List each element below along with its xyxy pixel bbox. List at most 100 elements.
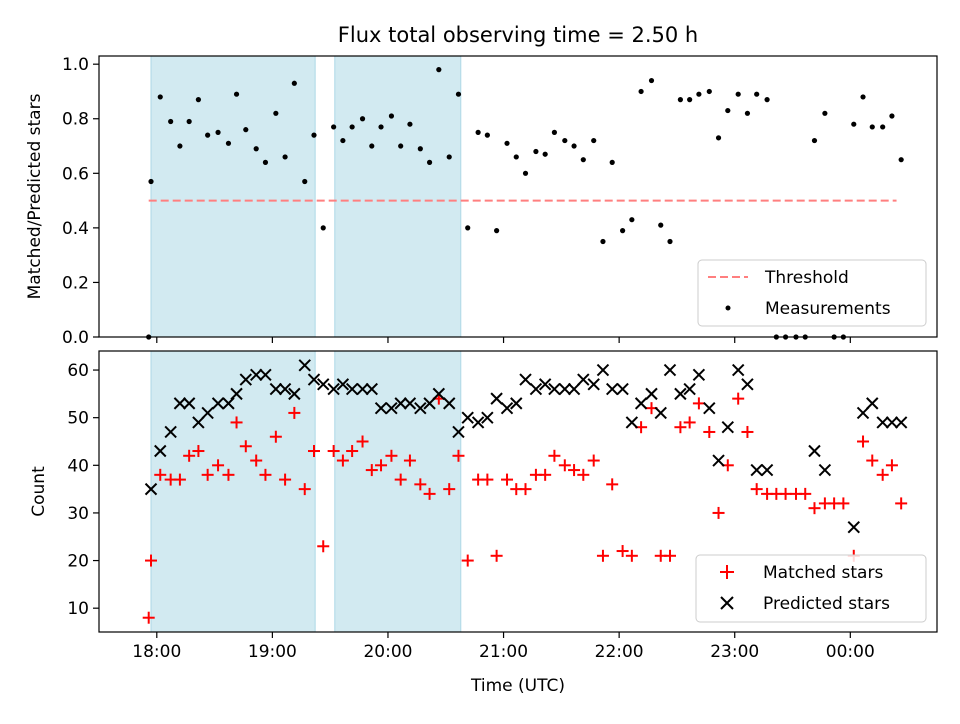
legend-predicted-swatch bbox=[720, 596, 734, 610]
predicted-star-marker bbox=[866, 397, 879, 410]
matched-star-marker bbox=[519, 483, 532, 496]
bottom-panel: 10 20 30 40 50 60 18:00 19:00 20:00 21:00 22:00 23… bbox=[29, 350, 938, 696]
measurement-point bbox=[465, 225, 471, 231]
measurement-point bbox=[677, 97, 683, 103]
top-legend-box bbox=[697, 259, 927, 327]
matched-star-marker bbox=[741, 425, 754, 438]
predicted-star-marker bbox=[634, 397, 648, 410]
predicted-star-marker bbox=[365, 382, 378, 396]
predicted-star-marker bbox=[750, 463, 763, 477]
measurement-point bbox=[320, 225, 326, 231]
matched-star-marker bbox=[192, 445, 205, 458]
matched-star-marker bbox=[558, 459, 571, 472]
measurement-point bbox=[869, 124, 875, 130]
predicted-star-marker bbox=[616, 382, 629, 396]
matched-star-marker bbox=[490, 549, 503, 562]
predicted-star-marker bbox=[345, 382, 359, 396]
top-shaded-regions bbox=[150, 55, 462, 338]
matched-star-marker bbox=[423, 487, 436, 500]
predicted-star-marker bbox=[818, 463, 832, 477]
predicted-star-marker bbox=[432, 387, 446, 401]
measurement-point bbox=[522, 170, 529, 176]
matched-star-marker bbox=[568, 464, 581, 477]
measurement-point bbox=[311, 132, 317, 138]
matched-star-marker bbox=[577, 468, 590, 481]
bottom-y-tick-label: 20 bbox=[67, 552, 89, 572]
x-axis-label: Time (UTC) bbox=[470, 676, 565, 696]
predicted-star-marker bbox=[385, 401, 398, 415]
bottom-y-tick-label: 40 bbox=[67, 456, 89, 476]
predicted-star-marker bbox=[712, 454, 725, 467]
matched-star-marker bbox=[539, 468, 552, 481]
measurement-point bbox=[504, 140, 510, 146]
measurement-point bbox=[715, 135, 722, 141]
matched-star-marker bbox=[414, 478, 427, 491]
matched-star-marker bbox=[779, 487, 792, 500]
matched-star-marker bbox=[616, 545, 629, 558]
predicted-star-marker bbox=[645, 387, 658, 401]
predicted-star-marker bbox=[423, 397, 436, 410]
predicted-star-marker bbox=[654, 406, 667, 420]
measurement-point bbox=[148, 178, 154, 185]
matched-star-marker bbox=[663, 549, 676, 562]
matched-star-marker bbox=[799, 487, 812, 500]
top-y-tick-label: 0.2 bbox=[62, 273, 89, 293]
matched-star-marker bbox=[452, 449, 465, 462]
bottom-y-tick-label: 30 bbox=[67, 504, 89, 524]
matched-star-marker bbox=[288, 406, 301, 419]
predicted-star-marker bbox=[683, 382, 696, 396]
predicted-star-marker bbox=[625, 416, 639, 429]
matched-star-marker bbox=[885, 459, 898, 472]
measurement-point bbox=[542, 151, 548, 157]
measurement-point bbox=[687, 97, 693, 103]
measurement-point bbox=[407, 121, 413, 127]
matched-star-marker bbox=[142, 611, 155, 624]
measurement-point bbox=[609, 159, 615, 165]
predicted-star-marker bbox=[847, 521, 860, 534]
top-y-tick-label: 1.0 bbox=[62, 55, 89, 75]
matched-star-marker bbox=[501, 473, 514, 486]
predicted-star-marker bbox=[500, 401, 514, 415]
measurement-point bbox=[725, 107, 731, 114]
measurement-point bbox=[648, 77, 655, 84]
predicted-star-marker bbox=[182, 397, 196, 410]
measurement-point bbox=[860, 94, 866, 100]
matched-star-marker bbox=[403, 454, 416, 467]
measurement-point bbox=[513, 154, 519, 160]
measurement-point bbox=[735, 91, 741, 97]
predicted-star-marker bbox=[307, 373, 321, 386]
measurement-point bbox=[177, 143, 183, 149]
matched-star-marker bbox=[212, 459, 225, 472]
measurement-point bbox=[243, 127, 249, 133]
measurement-point bbox=[696, 91, 702, 97]
predicted-star-marker bbox=[548, 382, 561, 396]
x-tick-label: 18:00 bbox=[132, 642, 181, 662]
measurement-point bbox=[168, 118, 174, 125]
legend-measurements-label: Measurements bbox=[765, 299, 891, 319]
predicted-stars-markers bbox=[144, 359, 908, 534]
matched-star-marker bbox=[674, 421, 687, 434]
measurement-point bbox=[359, 116, 366, 122]
predicted-star-marker bbox=[808, 444, 821, 458]
matched-star-marker bbox=[683, 416, 696, 429]
predicted-star-marker bbox=[481, 411, 494, 424]
matched-star-marker bbox=[269, 430, 282, 443]
bottom-y-tick-label: 50 bbox=[67, 409, 89, 429]
predicted-star-marker bbox=[703, 401, 716, 415]
matched-star-marker bbox=[154, 468, 167, 481]
predicted-star-marker bbox=[269, 382, 283, 396]
bottom-legend: Matched stars Predicted stars bbox=[695, 554, 927, 623]
bottom-y-tick-label: 10 bbox=[67, 599, 89, 619]
measurement-point bbox=[629, 217, 635, 223]
matched-star-marker bbox=[732, 392, 745, 405]
measurement-point bbox=[205, 132, 211, 138]
measurement-point bbox=[349, 124, 355, 130]
measurement-point bbox=[195, 97, 202, 103]
matched-star-marker bbox=[461, 554, 474, 567]
matched-star-marker bbox=[808, 502, 821, 515]
predicted-star-marker bbox=[731, 363, 745, 377]
matched-star-marker bbox=[279, 473, 292, 486]
matched-star-marker bbox=[857, 435, 870, 448]
bottom-x-ticks: 18:00 19:00 20:00 21:00 22:00 23:00 00:00 bbox=[132, 632, 875, 662]
